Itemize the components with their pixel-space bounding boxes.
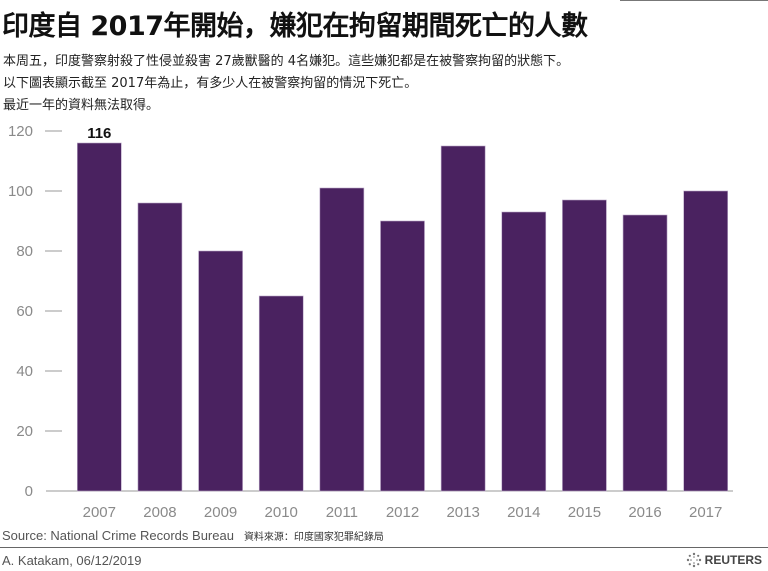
subtitle-line-3: 最近一年的資料無法取得。 <box>3 98 160 113</box>
y-tick-label: 60 <box>16 303 33 320</box>
x-tick-label: 2012 <box>386 504 419 521</box>
x-tick-label: 2010 <box>265 504 298 521</box>
source-note: Source: National Crime Records Bureau 資料來… <box>2 528 384 543</box>
bar-2017 <box>683 190 728 492</box>
subtitle-line-2: 以下圖表顯示截至 2017年為止，有多少人在被警察拘留的情況下死亡。 <box>3 76 418 91</box>
x-tick-label: 2015 <box>568 504 601 521</box>
credit-text: A. Katakam, 06/12/2019 <box>2 553 142 568</box>
y-tick-label: 40 <box>16 363 33 380</box>
bar-2009 <box>198 250 243 492</box>
x-tick-label: 2013 <box>446 504 479 521</box>
bar-2012 <box>380 220 425 492</box>
reuters-logo: REUTERS <box>686 552 762 568</box>
x-tick-label: 2014 <box>507 504 540 521</box>
top-rule <box>620 0 768 1</box>
y-tick-label: 80 <box>16 243 33 260</box>
bar-2016 <box>622 214 668 492</box>
bar-2011 <box>319 187 365 492</box>
source-text: Source: National Crime Records Bureau <box>2 528 234 543</box>
brand-name: REUTERS <box>704 553 762 567</box>
y-tick-label: 120 <box>8 123 33 140</box>
x-tick-label: 2008 <box>143 504 176 521</box>
bar-2015 <box>562 199 607 492</box>
footer-rule <box>0 547 768 548</box>
bar-2008 <box>137 202 183 492</box>
y-tick-label: 20 <box>16 423 33 440</box>
source-text-zh: 資料來源：印度國家犯罪紀錄局 <box>243 532 384 543</box>
reuters-logo-icon <box>686 552 701 568</box>
x-tick-label: 2017 <box>689 504 722 521</box>
bar-chart: 0 20 40 60 80 100 120 2007 116 2008 2009 2010 2011 20… <box>8 123 733 521</box>
x-tick-label: 2009 <box>204 504 237 521</box>
bar-2010 <box>258 295 304 492</box>
bar-2014 <box>501 211 547 492</box>
x-tick-label: 2011 <box>326 504 358 521</box>
chart-title: 印度自 2017年開始，嫌犯在拘留期間死亡的人數 <box>2 11 588 42</box>
subtitle-line-1: 本周五，印度警察射殺了性侵並殺害 27歲獸醫的 4名嫌犯。這些嫌犯都是在被警察拘… <box>3 54 570 69</box>
data-label: 116 <box>87 125 111 142</box>
bar-2013 <box>440 145 486 492</box>
x-tick-label: 2007 <box>83 504 116 521</box>
bar-2007 <box>77 142 122 492</box>
y-tick-label: 100 <box>8 183 33 200</box>
y-tick-label: 0 <box>25 483 33 500</box>
x-tick-label: 2016 <box>628 504 661 521</box>
